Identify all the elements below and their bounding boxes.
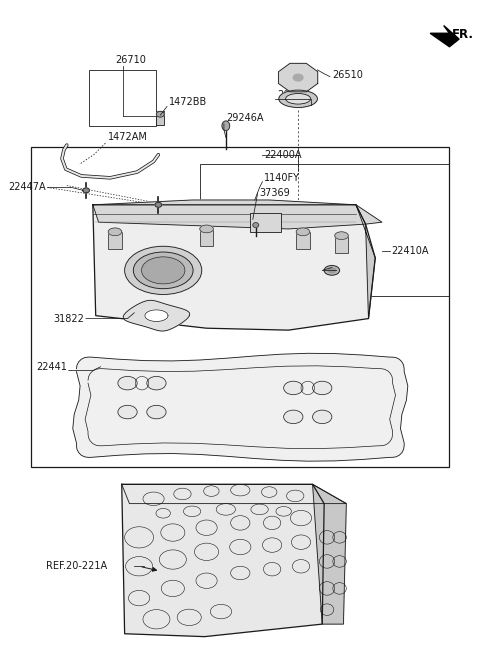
- Polygon shape: [93, 205, 375, 330]
- Text: 31822: 31822: [53, 313, 84, 323]
- Ellipse shape: [284, 382, 303, 395]
- Bar: [31, 147, 449, 467]
- Ellipse shape: [286, 93, 311, 104]
- Text: 22410A: 22410A: [392, 246, 429, 256]
- Ellipse shape: [147, 406, 166, 419]
- Text: 22400A: 22400A: [264, 149, 302, 159]
- Ellipse shape: [125, 246, 202, 294]
- Polygon shape: [123, 300, 190, 331]
- Polygon shape: [278, 63, 318, 92]
- Text: 26740: 26740: [334, 259, 365, 269]
- Ellipse shape: [312, 382, 332, 395]
- Text: 37369: 37369: [260, 188, 290, 198]
- Polygon shape: [93, 200, 382, 229]
- Bar: [89, 70, 156, 126]
- Ellipse shape: [108, 228, 122, 235]
- Bar: [200, 164, 449, 296]
- Ellipse shape: [312, 410, 332, 424]
- Text: 26502: 26502: [277, 90, 308, 100]
- Text: 29246A: 29246A: [226, 113, 264, 123]
- Ellipse shape: [293, 74, 303, 81]
- Ellipse shape: [253, 223, 259, 227]
- Polygon shape: [430, 25, 459, 47]
- Text: FR.: FR.: [451, 29, 473, 41]
- Ellipse shape: [147, 376, 166, 390]
- Ellipse shape: [118, 406, 137, 419]
- Text: 26710: 26710: [115, 55, 146, 65]
- Ellipse shape: [284, 410, 303, 424]
- Bar: [200, 229, 213, 246]
- Text: 22441: 22441: [36, 362, 67, 372]
- Bar: [335, 235, 348, 253]
- Polygon shape: [356, 205, 375, 319]
- Text: 26510: 26510: [332, 70, 363, 79]
- Text: REF.20-221A: REF.20-221A: [46, 561, 107, 571]
- Text: 1140FY: 1140FY: [264, 173, 300, 183]
- Bar: [296, 232, 310, 249]
- Polygon shape: [73, 354, 408, 461]
- Bar: [108, 232, 122, 249]
- Bar: [250, 213, 281, 232]
- Polygon shape: [122, 484, 347, 504]
- Bar: [156, 111, 164, 125]
- Ellipse shape: [279, 90, 317, 107]
- Ellipse shape: [83, 188, 89, 193]
- Ellipse shape: [200, 225, 213, 233]
- Polygon shape: [122, 484, 324, 636]
- Text: 1472AM: 1472AM: [108, 132, 148, 142]
- Text: 1472BB: 1472BB: [169, 97, 207, 107]
- Text: 22447A: 22447A: [8, 183, 46, 193]
- Ellipse shape: [324, 265, 339, 275]
- Ellipse shape: [335, 232, 348, 239]
- Ellipse shape: [156, 111, 164, 117]
- Ellipse shape: [118, 376, 137, 390]
- Ellipse shape: [142, 257, 185, 284]
- Ellipse shape: [133, 252, 193, 289]
- Ellipse shape: [155, 202, 162, 207]
- Polygon shape: [145, 310, 168, 321]
- Polygon shape: [312, 484, 347, 624]
- Ellipse shape: [222, 121, 230, 131]
- Ellipse shape: [328, 268, 336, 273]
- Ellipse shape: [296, 228, 310, 235]
